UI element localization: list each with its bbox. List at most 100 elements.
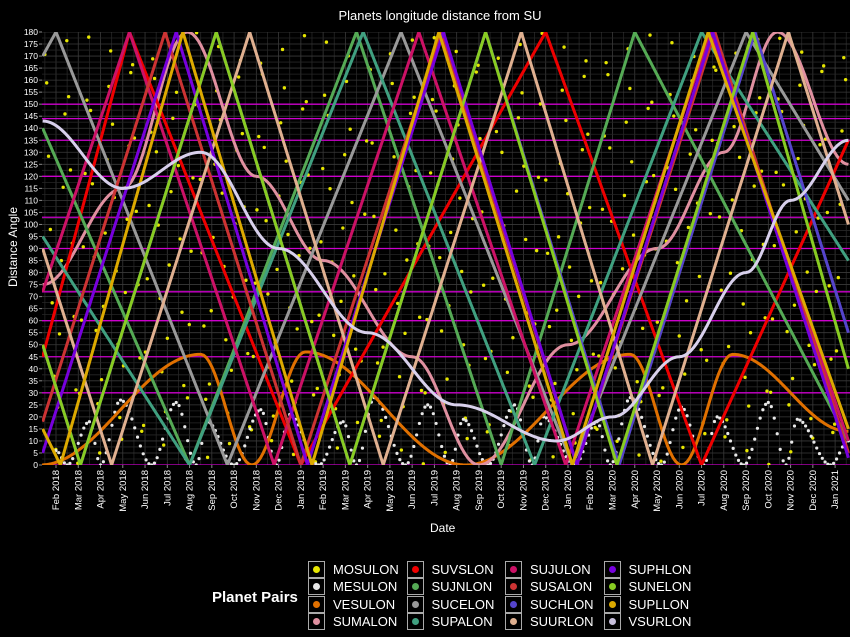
moon-point (476, 63, 480, 67)
moon-point (657, 393, 661, 398)
moon-point (555, 308, 559, 312)
moon-point (264, 219, 268, 223)
y-tick-label: 100 (24, 219, 38, 229)
series-point-mesulon (715, 415, 719, 419)
legend-key (406, 578, 424, 596)
legend-label: SUCHLON (530, 596, 594, 612)
legend-swatch (411, 600, 419, 608)
moon-point (302, 33, 307, 38)
legend-label: SUURLON (530, 613, 594, 629)
x-tick-label: Sep 2020 (741, 470, 752, 511)
series-point-mesulon (417, 421, 421, 426)
legend-label: VSURLON (628, 613, 692, 629)
moon-point (752, 184, 756, 188)
series-point-mesulon (431, 412, 435, 416)
chart-title: Planets longitude distance from SU (338, 8, 542, 23)
moon-point (556, 235, 561, 239)
moon-point (364, 139, 369, 143)
series-point-mesulon (761, 408, 765, 412)
moon-point (790, 376, 795, 381)
moon-point (637, 453, 641, 457)
moon-point (684, 299, 689, 303)
series-point-mesulon (812, 440, 816, 444)
moon-point (209, 309, 213, 313)
moon-point (694, 128, 698, 132)
series-point-mesulon (809, 434, 813, 438)
y-tick-label: 5 (33, 448, 38, 458)
x-tick-label: Nov 2019 (518, 470, 529, 511)
series-point-mesulon (502, 424, 506, 428)
moon-point (478, 136, 482, 141)
series-point-mesulon (171, 402, 176, 406)
moon-point (767, 462, 771, 465)
moon-point (577, 294, 581, 299)
moon-point (284, 159, 288, 163)
moon-point (65, 38, 69, 43)
moon-point (534, 248, 539, 253)
series-point-mesulon (671, 428, 675, 432)
plot-area (42, 32, 850, 465)
series-point-mesulon (504, 415, 509, 419)
moon-point (98, 451, 102, 455)
moon-point (61, 185, 65, 189)
series-point-mesulon (820, 456, 824, 460)
series-point-mesulon (625, 399, 630, 403)
moon-point (308, 246, 312, 250)
legend-item-supalon: SUPALON (406, 612, 507, 630)
series-point-mesulon (152, 461, 157, 465)
moon-point (834, 349, 839, 353)
y-tick-label: 25 (29, 400, 39, 410)
series-point-mesulon (150, 463, 154, 465)
legend-swatch (313, 617, 320, 625)
moon-point (765, 389, 769, 393)
x-tick-label: Mar 2018 (73, 470, 84, 510)
moon-point (44, 81, 49, 85)
series-point-mesulon (829, 463, 833, 465)
series-point-mesulon (620, 422, 624, 426)
y-tick-label: 90 (29, 244, 39, 254)
x-tick-label: Feb 2018 (51, 470, 62, 510)
legend-item-sujulon: SUJULON (505, 561, 605, 578)
series-point-mesulon (314, 462, 318, 465)
moon-point (449, 230, 453, 235)
series-point-mesulon (130, 417, 134, 421)
moon-point (832, 422, 837, 426)
moon-point (417, 315, 422, 319)
x-tick-label: Oct 2020 (763, 470, 774, 509)
moon-point (396, 301, 400, 306)
moon-point (438, 255, 442, 260)
moon-point (182, 383, 186, 388)
moon-point (205, 455, 210, 460)
moon-point (812, 363, 817, 367)
series-line-suurlon (42, 32, 850, 465)
moon-point (785, 329, 789, 334)
series-point-mesulon (704, 458, 709, 463)
moon-point (63, 112, 67, 116)
legend-item-vsurlon: VSURLON (603, 612, 704, 630)
series-point-mesulon (251, 419, 255, 423)
moon-point (220, 191, 224, 195)
series-point-mesulon (823, 460, 827, 464)
moon-point (770, 317, 775, 321)
series-point-mesulon (747, 456, 751, 460)
moon-point (624, 120, 628, 124)
series-point-mesulon (801, 420, 805, 424)
moon-point (304, 99, 309, 104)
moon-point (651, 173, 656, 178)
moon-point (595, 427, 599, 431)
moon-point (363, 212, 367, 216)
series-point-mesulon (736, 458, 741, 463)
moon-point (737, 155, 742, 160)
x-tick-label: Aug 2019 (452, 470, 463, 511)
y-tick-label: 165 (24, 63, 38, 73)
moon-point (622, 193, 627, 198)
legend-swatch (608, 600, 616, 608)
moon-point (300, 107, 305, 111)
y-tick-label: 180 (24, 27, 38, 37)
moon-point (178, 237, 182, 241)
moon-point (505, 370, 510, 375)
x-tick-label: Dec 2020 (808, 470, 819, 511)
moon-point (703, 431, 707, 436)
moon-point (483, 356, 488, 361)
series-point-mesulon (360, 446, 365, 450)
